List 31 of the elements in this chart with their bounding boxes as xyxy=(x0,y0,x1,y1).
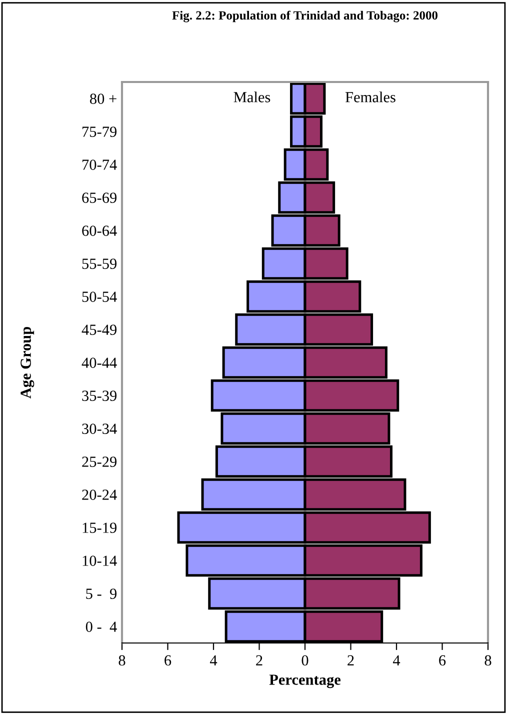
x-tick-label: 0 xyxy=(302,655,308,666)
y-tick-label: 10-14 xyxy=(82,556,117,566)
y-tick-label: 50-54 xyxy=(82,292,117,302)
series-label: Females xyxy=(345,92,396,102)
x-tick-label: 2 xyxy=(348,655,354,666)
y-tick-label: 75-79 xyxy=(82,126,117,137)
y-tick-label: 60-64 xyxy=(82,226,117,236)
x-tick-label: 6 xyxy=(164,655,172,666)
x-axis-title: Percentage xyxy=(269,674,341,688)
y-tick-label: 55-59 xyxy=(82,258,117,269)
x-tick-label: 2 xyxy=(256,655,262,666)
y-tick-label: 20-24 xyxy=(82,490,117,500)
y-tick-label: 25-29 xyxy=(82,456,117,467)
x-tick-label: 8 xyxy=(484,655,492,666)
y-tick-label: 70-74 xyxy=(82,160,117,170)
y-tick-label: 15-19 xyxy=(82,522,117,533)
y-tick-label: 30-34 xyxy=(82,424,117,434)
y-tick-label: 40-44 xyxy=(82,358,117,368)
series-label: Males xyxy=(234,92,270,102)
y-tick-label: 5 - 9 xyxy=(86,588,117,599)
chart-title: Fig. 2.2: Population of Trinidad and Tobago: 2000 xyxy=(172,10,438,22)
y-tick-label: 35-39 xyxy=(82,390,117,401)
y-tick-label: 0 - 4 xyxy=(86,622,117,632)
x-tick-label: 6 xyxy=(439,655,446,666)
x-tick-label: 4 xyxy=(210,655,218,666)
y-axis-title: Age Group xyxy=(20,326,34,398)
y-tick-label: 65-69 xyxy=(82,192,117,203)
y-tick-label: 80 + xyxy=(90,94,116,104)
x-tick-label: 4 xyxy=(392,655,400,666)
y-tick-label: 45-49 xyxy=(82,324,117,335)
x-tick-label: 8 xyxy=(118,655,126,666)
